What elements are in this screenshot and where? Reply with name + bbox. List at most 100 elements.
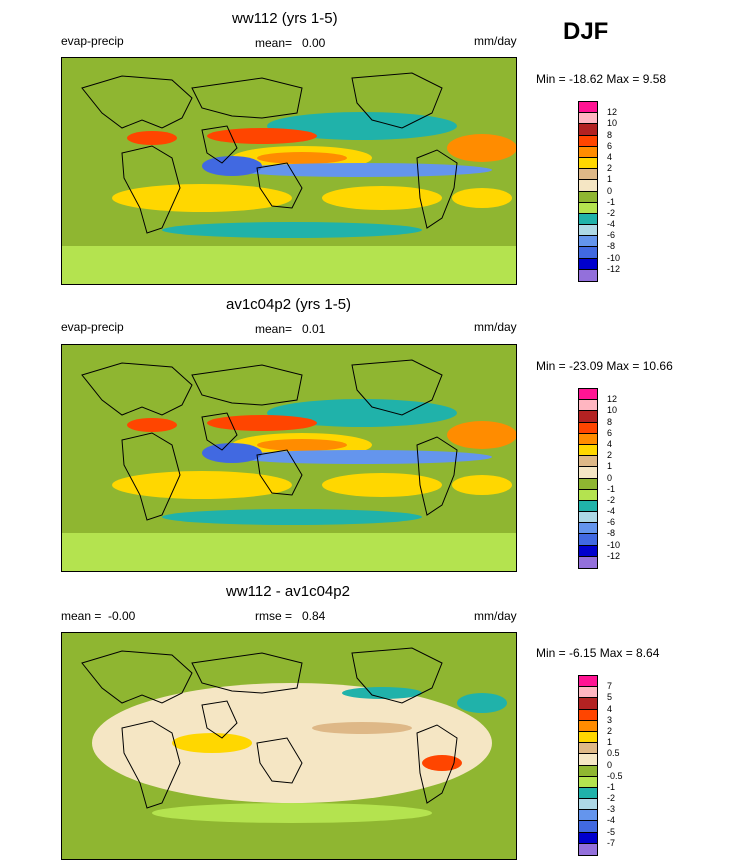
continent-outline <box>351 72 443 129</box>
colorbar-swatch <box>579 389 597 401</box>
southern-ocean-band <box>62 246 516 284</box>
southern-band <box>152 803 432 823</box>
itcz-band <box>232 163 492 177</box>
colorbar-swatch <box>579 433 597 445</box>
negative-anomaly <box>457 693 507 713</box>
colorbar-swatch <box>579 821 597 833</box>
colorbar-tick-label: -4 <box>607 506 616 517</box>
colorbar-swatch <box>579 146 597 158</box>
colorbar-tick-label: -8 <box>607 528 616 539</box>
kuroshio-dry-core <box>207 415 317 431</box>
panel3-units: mm/day <box>474 609 517 623</box>
colorbar-swatch <box>579 500 597 513</box>
colorbar-swatch <box>579 400 597 412</box>
continent-outline <box>121 145 181 234</box>
polar-band <box>62 58 516 86</box>
panel3-mean-label: mean = <box>61 609 102 623</box>
colorbar-swatch <box>579 754 597 766</box>
panel1-map <box>61 57 517 285</box>
continent-outline <box>81 650 193 704</box>
colorbar-tick-label: 4 <box>607 151 613 162</box>
colorbar-tick-label: 3 <box>607 714 613 725</box>
colorbar-tick-label: -7 <box>607 837 616 848</box>
continent-outline <box>416 724 458 804</box>
panel1-colorbar <box>578 101 598 282</box>
colorbar-swatch <box>579 202 597 214</box>
panel3-map <box>61 632 517 860</box>
colorbar-swatch <box>579 832 597 844</box>
colorbar-tick-label: -10 <box>607 539 621 550</box>
colorbar-swatch <box>579 489 597 501</box>
colorbar-swatch <box>579 698 597 710</box>
north-pacific-wet-band <box>267 399 457 427</box>
colorbar-swatch <box>579 556 597 568</box>
colorbar-swatch <box>579 456 597 468</box>
panel1-variable: evap-precip <box>61 34 124 48</box>
subtropical-dry-core <box>257 439 347 451</box>
colorbar-swatch <box>579 523 597 535</box>
continent-outline <box>256 737 303 784</box>
colorbar-tick-label: -2 <box>607 793 616 804</box>
colorbar-swatch <box>579 113 597 125</box>
continent-outline <box>191 364 303 406</box>
continent-outline <box>191 652 303 694</box>
colorbar-tick-label: 1 <box>607 737 613 748</box>
colorbar-tick-label: -2 <box>607 494 616 505</box>
colorbar-tick-label: -10 <box>607 252 621 263</box>
colorbar-swatch <box>579 269 597 281</box>
colorbar-tick-label: -4 <box>607 815 616 826</box>
season-label: DJF <box>563 18 609 45</box>
panel3-minmax: Min = -6.15 Max = 8.64 <box>536 646 660 660</box>
near-zero-region <box>92 683 492 803</box>
colorbar-swatch <box>579 444 597 457</box>
colorbar-swatch <box>579 743 597 755</box>
continent-outline <box>351 647 443 704</box>
kuroshio-dry-core <box>207 128 317 144</box>
colorbar-tick-label: 6 <box>607 427 613 438</box>
colorbar-swatch <box>579 157 597 170</box>
colorbar-tick-label: -4 <box>607 219 616 230</box>
panel1-mean-value: 0.00 <box>302 36 326 50</box>
positive-anomaly-core <box>422 755 462 771</box>
colorbar-tick-label: 4 <box>607 438 613 449</box>
colorbar-swatch <box>579 709 597 721</box>
positive-anomaly <box>172 733 252 753</box>
positive-anomaly-2 <box>312 722 412 734</box>
continent-outline <box>256 449 303 496</box>
north-pacific-wet-band <box>267 112 457 140</box>
colorbar-tick-label: -12 <box>607 550 621 561</box>
continent-outline <box>201 125 238 164</box>
colorbar-tick-label: -3 <box>607 804 616 815</box>
colorbar-tick-label: 6 <box>607 140 613 151</box>
continent-outline <box>201 412 238 451</box>
colorbar-tick-label: 0 <box>607 185 613 196</box>
colorbar-tick-label: 1 <box>607 174 613 185</box>
colorbar-tick-label: 12 <box>607 394 618 405</box>
colorbar-swatch <box>579 731 597 744</box>
south-atlantic-dry-zone <box>452 188 512 208</box>
panel2-units: mm/day <box>474 320 517 334</box>
continent-outline <box>256 162 303 209</box>
colorbar-tick-label: 10 <box>607 405 618 416</box>
colorbar-tick-label: -1 <box>607 781 616 792</box>
colorbar-tick-label: -6 <box>607 517 616 528</box>
colorbar-swatch <box>579 545 597 557</box>
colorbar-tick-label: -8 <box>607 241 616 252</box>
colorbar-tick-label: -1 <box>607 196 616 207</box>
colorbar-swatch <box>579 687 597 699</box>
panel2-mean-label: mean= <box>255 322 293 336</box>
continent-outline <box>191 77 303 119</box>
panel1-mean-label: mean= <box>255 36 293 50</box>
south-indian-dry-zone <box>112 471 292 499</box>
colorbar-swatch <box>579 191 597 203</box>
colorbar-swatch <box>579 236 597 248</box>
panel2-variable: evap-precip <box>61 320 124 334</box>
subtropical-dry-core <box>257 152 347 164</box>
colorbar-swatch <box>579 247 597 259</box>
south-pacific-dry-zone <box>322 473 442 497</box>
continent-outline <box>201 700 238 739</box>
panel2-minmax: Min = -23.09 Max = 10.66 <box>536 359 673 373</box>
maritime-continent-wet <box>202 443 262 463</box>
southern-ocean-band <box>62 533 516 571</box>
panel3-mean-value: -0.00 <box>108 609 136 623</box>
